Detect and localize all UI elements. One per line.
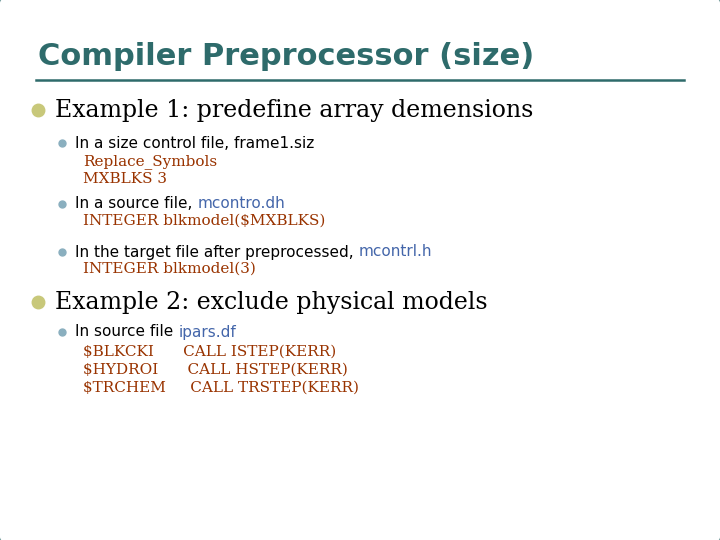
Text: ipars.df: ipars.df xyxy=(178,325,236,340)
Text: Compiler Preprocessor (size): Compiler Preprocessor (size) xyxy=(38,42,534,71)
Text: INTEGER blkmodel(3): INTEGER blkmodel(3) xyxy=(83,262,256,276)
Text: Example 1: predefine array demensions: Example 1: predefine array demensions xyxy=(55,98,534,122)
Text: Replace_Symbols: Replace_Symbols xyxy=(83,154,217,170)
Text: INTEGER blkmodel($MXBLKS): INTEGER blkmodel($MXBLKS) xyxy=(83,214,325,228)
Text: $HYDROI      CALL HSTEP(KERR): $HYDROI CALL HSTEP(KERR) xyxy=(83,363,348,377)
Text: In source file: In source file xyxy=(75,325,178,340)
Text: Example 2: exclude physical models: Example 2: exclude physical models xyxy=(55,291,487,314)
Text: In the target file after preprocessed,: In the target file after preprocessed, xyxy=(75,245,359,260)
Text: mcontrl.h: mcontrl.h xyxy=(359,245,432,260)
Text: In a size control file, frame1.siz: In a size control file, frame1.siz xyxy=(75,136,314,151)
Text: In a source file,: In a source file, xyxy=(75,197,197,212)
Text: mcontro.dh: mcontro.dh xyxy=(197,197,285,212)
Text: MXBLKS 3: MXBLKS 3 xyxy=(83,172,167,186)
Text: $TRCHEM     CALL TRSTEP(KERR): $TRCHEM CALL TRSTEP(KERR) xyxy=(83,381,359,395)
Text: $BLKCKI      CALL ISTEP(KERR): $BLKCKI CALL ISTEP(KERR) xyxy=(83,345,336,359)
